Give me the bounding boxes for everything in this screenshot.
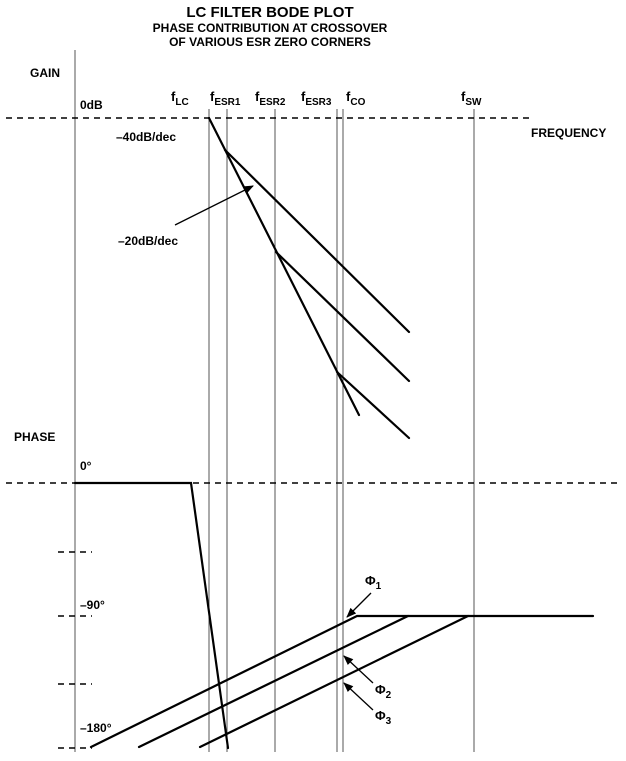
minus-90-degree-label: –90° bbox=[80, 598, 105, 612]
phi-3-label: Φ3 bbox=[375, 708, 392, 727]
zero-db-label: 0dB bbox=[80, 98, 103, 112]
f-co-label: fCO bbox=[346, 89, 366, 108]
phase-axis-label: PHASE bbox=[14, 430, 55, 444]
f-esr2-label: fESR2 bbox=[255, 89, 286, 108]
phase-curve-1 bbox=[89, 614, 595, 749]
phase-curve-3 bbox=[198, 614, 470, 749]
slope-20db-label: –20dB/dec bbox=[118, 234, 178, 248]
frequency-axis-label: FREQUENCY bbox=[531, 126, 606, 140]
slope-20db-arrow bbox=[174, 185, 254, 226]
title-line-3: OF VARIOUS ESR ZERO CORNERS bbox=[169, 35, 371, 49]
phi-2-label: Φ2 bbox=[375, 682, 392, 701]
gain-esr1-break-line bbox=[223, 148, 411, 334]
f-lc-label: fLC bbox=[171, 89, 189, 108]
frequency-marker-labels: fLC fESR1 fESR2 fESR3 fCO fSW bbox=[171, 89, 482, 108]
f-esr1-label: fESR1 bbox=[210, 89, 241, 108]
gain-esr3-break-line bbox=[335, 370, 411, 440]
gain-40db-slope-line bbox=[207, 116, 361, 417]
phase-arrows bbox=[343, 592, 374, 711]
lc-phase-curve bbox=[73, 481, 230, 750]
vertical-lines bbox=[74, 50, 475, 752]
phase-curve-2 bbox=[137, 614, 410, 749]
phi-2-arrow bbox=[343, 655, 374, 684]
title-line-2: PHASE CONTRIBUTION AT CROSSOVER bbox=[153, 21, 388, 35]
f-esr3-label: fESR3 bbox=[301, 89, 332, 108]
phase-curves bbox=[73, 481, 595, 750]
phi-1-arrow bbox=[346, 592, 372, 618]
dashed-reference-lines bbox=[6, 117, 620, 749]
slope-40db-label: –40dB/dec bbox=[116, 130, 176, 144]
phi-3-arrow bbox=[343, 682, 374, 711]
minus-180-degree-label: –180° bbox=[80, 721, 112, 735]
gain-esr2-break-line bbox=[274, 250, 411, 383]
gain-axis-label: GAIN bbox=[30, 66, 60, 80]
phi-1-label: Φ1 bbox=[365, 573, 382, 592]
zero-degree-label: 0° bbox=[80, 459, 92, 473]
title-line-1: LC FILTER BODE PLOT bbox=[186, 4, 353, 21]
gain-curves bbox=[207, 116, 411, 440]
f-sw-label: fSW bbox=[461, 89, 482, 108]
